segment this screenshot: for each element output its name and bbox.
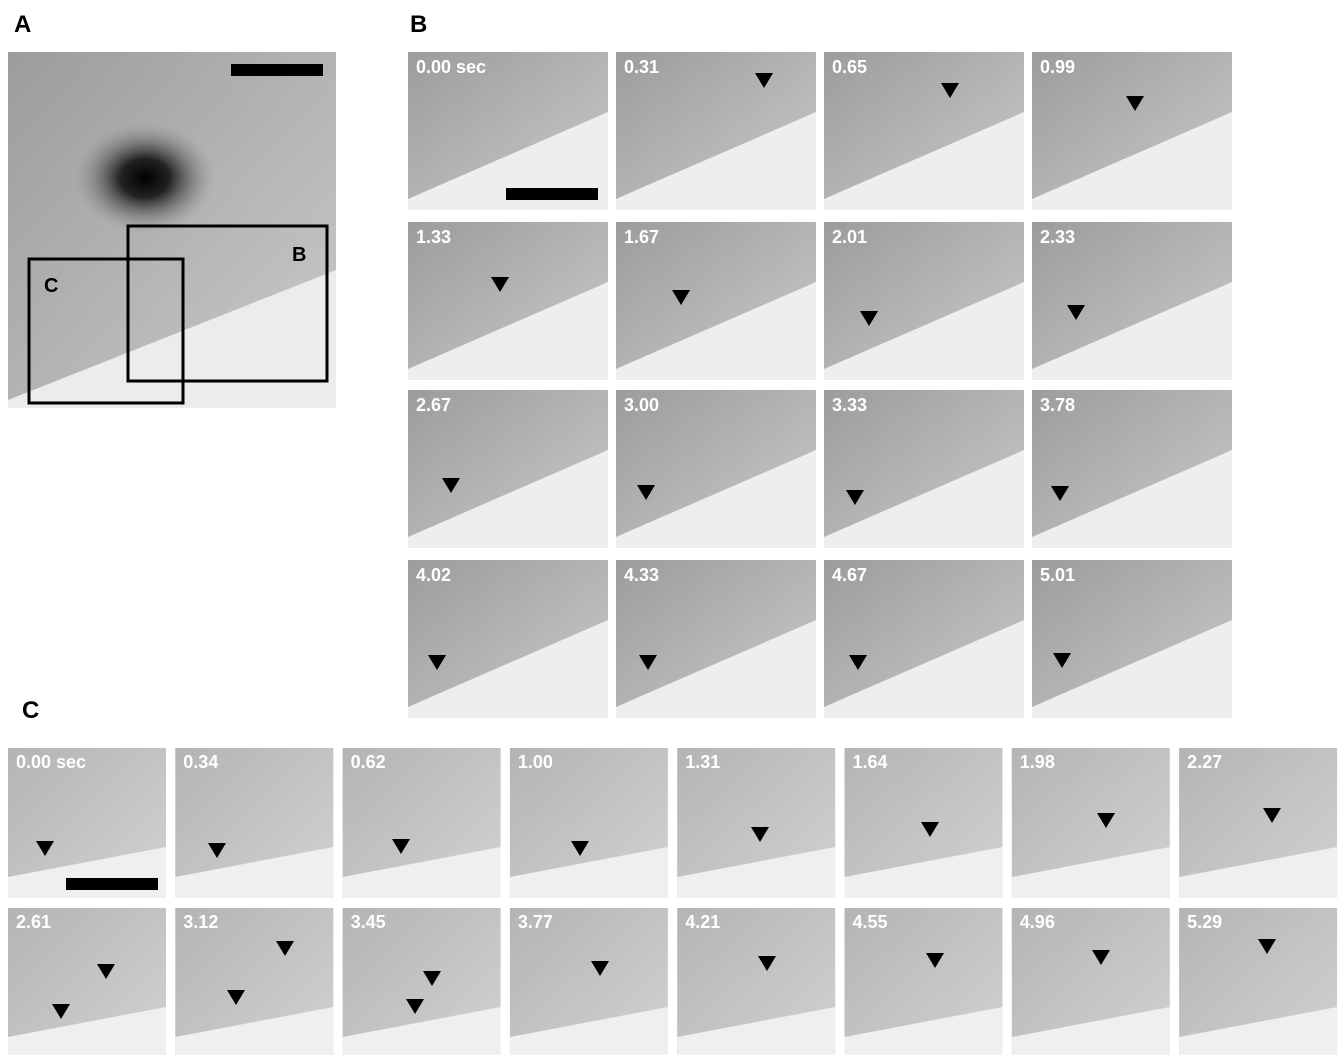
time-label: 3.00 — [624, 395, 659, 415]
time-label: 0.34 — [183, 752, 218, 772]
time-label: 2.67 — [416, 395, 451, 415]
frame: 4.67 — [824, 560, 1024, 718]
frame: 0.99 — [1032, 52, 1232, 210]
frame: 3.45 — [343, 908, 501, 1055]
frame: 2.67 — [408, 390, 608, 548]
time-label: 2.33 — [1040, 227, 1075, 247]
frame: 1.67 — [616, 222, 816, 380]
frame: 0.62 — [343, 748, 501, 898]
frame: 0.34 — [175, 748, 333, 898]
frame: 3.00 — [616, 390, 816, 548]
time-label: 0.00 sec — [16, 752, 86, 772]
frame: 1.33 — [408, 222, 608, 380]
time-label: 3.12 — [183, 912, 218, 932]
time-label: 0.99 — [1040, 57, 1075, 77]
time-label: 2.27 — [1187, 752, 1222, 772]
time-label: 0.31 — [624, 57, 659, 77]
frame: 4.02 — [408, 560, 608, 718]
time-label: 3.45 — [351, 912, 386, 932]
frame: 1.98 — [1012, 748, 1170, 898]
frame: 2.33 — [1032, 222, 1232, 380]
cell-body — [75, 123, 215, 233]
frame: 0.00 sec — [408, 52, 608, 210]
frame: 5.29 — [1179, 908, 1337, 1055]
panel-label: A — [14, 11, 31, 38]
frame: 3.12 — [175, 908, 333, 1055]
scale-bar — [231, 64, 323, 76]
frame: 5.01 — [1032, 560, 1232, 718]
box-label: B — [292, 244, 306, 266]
frame: 2.27 — [1179, 748, 1337, 898]
frame: 2.01 — [824, 222, 1024, 380]
panel-a: B C A — [8, 11, 336, 408]
frame: 0.65 — [824, 52, 1024, 210]
time-label: 1.00 — [518, 752, 553, 772]
time-label: 4.33 — [624, 565, 659, 585]
frame: 4.96 — [1012, 908, 1170, 1055]
time-label: 3.77 — [518, 912, 553, 932]
frame: 2.61 — [8, 908, 166, 1055]
panel-label: C — [22, 697, 39, 724]
time-label: 0.00 sec — [416, 57, 486, 77]
frame: 4.55 — [845, 908, 1003, 1055]
box-label: C — [44, 275, 58, 297]
frame: 0.00 sec — [8, 748, 166, 898]
time-label: 5.29 — [1187, 912, 1222, 932]
frame: 3.78 — [1032, 390, 1232, 548]
time-label: 3.33 — [832, 395, 867, 415]
time-label: 4.02 — [416, 565, 451, 585]
figure: B C A B C 0.00 sec 0.31 0.65 0.99 1.33 1.67 2.… — [0, 0, 1339, 1055]
time-label: 1.64 — [853, 752, 888, 772]
scale-bar — [506, 188, 598, 200]
time-label: 2.61 — [16, 912, 51, 932]
time-label: 1.98 — [1020, 752, 1055, 772]
frame: 4.21 — [677, 908, 835, 1055]
frame: 4.33 — [616, 560, 816, 718]
frame: 3.77 — [510, 908, 668, 1055]
frame: 1.31 — [677, 748, 835, 898]
time-label: 1.31 — [685, 752, 720, 772]
frame: 1.00 — [510, 748, 668, 898]
frame: 0.31 — [616, 52, 816, 210]
frame: 3.33 — [824, 390, 1024, 548]
time-label: 4.96 — [1020, 912, 1055, 932]
panel-label: B — [410, 11, 427, 38]
time-label: 2.01 — [832, 227, 867, 247]
time-label: 4.67 — [832, 565, 867, 585]
time-label: 5.01 — [1040, 565, 1075, 585]
scale-bar — [66, 878, 158, 890]
time-label: 4.21 — [685, 912, 720, 932]
frame: 1.64 — [845, 748, 1003, 898]
time-label: 4.55 — [853, 912, 888, 932]
time-label: 0.62 — [351, 752, 386, 772]
time-label: 1.33 — [416, 227, 451, 247]
time-label: 1.67 — [624, 227, 659, 247]
time-label: 0.65 — [832, 57, 867, 77]
time-label: 3.78 — [1040, 395, 1075, 415]
